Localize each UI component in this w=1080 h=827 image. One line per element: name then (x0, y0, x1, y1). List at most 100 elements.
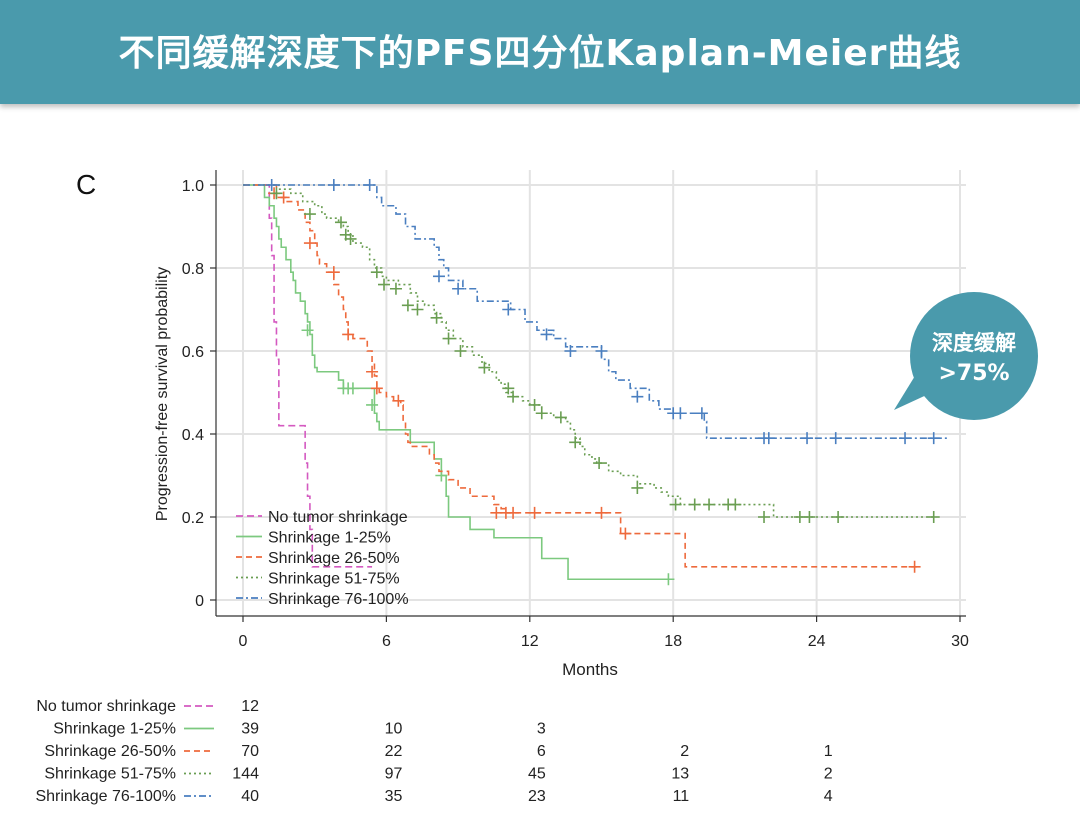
x-tick-label: 24 (808, 633, 826, 650)
x-tick-label: 12 (521, 633, 539, 650)
x-tick-label: 0 (239, 633, 248, 650)
risk-count: 2 (824, 766, 833, 783)
censor-mark (370, 266, 383, 279)
censor-mark (569, 436, 582, 449)
risk-count: 70 (241, 743, 259, 760)
censor-mark (674, 407, 687, 420)
censor-mark (564, 345, 577, 357)
censor-mark (327, 179, 340, 191)
risk-count: 4 (824, 788, 833, 805)
censor-mark (908, 560, 921, 573)
risk-row-label: Shrinkage 51-75% (44, 766, 176, 783)
panel-label: C (76, 169, 96, 200)
censor-mark (662, 573, 675, 586)
censor-mark (619, 527, 632, 540)
censor-mark (507, 390, 520, 403)
censor-mark (301, 324, 314, 337)
censor-mark (502, 382, 515, 395)
censor-mark (554, 411, 567, 424)
censor-mark (502, 303, 515, 316)
risk-row-label: No tumor shrinkage (36, 698, 176, 715)
series-line-2 (243, 184, 671, 581)
y-tick-label: 1.0 (182, 178, 204, 195)
censor-mark (378, 278, 391, 291)
series-line-4 (243, 184, 937, 518)
censor-mark (595, 345, 608, 357)
plot-background (216, 170, 966, 620)
plot-area: 0 6 12 18 24 30 0 0.2 0.4 0.6 0.8 1.0 Months Progress… (76, 169, 969, 679)
risk-count: 3 (537, 721, 546, 738)
censor-mark (478, 361, 491, 374)
y-tick-label: 0.8 (182, 261, 204, 278)
y-tick-label: 0.4 (182, 427, 204, 444)
censor-mark (927, 511, 940, 523)
page-title: 不同缓解深度下的PFS四分位Kaplan-Meier曲线 (118, 33, 962, 74)
x-tick-label: 18 (664, 633, 682, 650)
censor-mark (595, 506, 608, 519)
censor-mark (432, 270, 445, 283)
censor-mark (342, 328, 355, 341)
censor-mark (703, 498, 716, 511)
censor-mark (803, 511, 816, 523)
censor-mark (346, 382, 359, 395)
risk-count: 23 (528, 788, 546, 805)
censor-mark (801, 432, 814, 445)
risk-count: 10 (385, 721, 403, 738)
risk-row-label: Shrinkage 26-50% (44, 743, 176, 760)
censor-mark (528, 506, 541, 519)
risk-count: 45 (528, 766, 546, 783)
censor-mark (389, 282, 402, 295)
censor-mark (540, 328, 553, 341)
censor-mark (631, 390, 644, 403)
censor-mark (270, 187, 283, 200)
censor-mark (452, 282, 465, 295)
risk-count: 13 (671, 766, 689, 783)
censor-mark (265, 179, 278, 191)
legend-label: Shrinkage 76-100% (268, 591, 409, 608)
risk-count: 1 (824, 743, 833, 760)
risk-count: 12 (241, 698, 259, 715)
x-tick-label: 6 (382, 633, 391, 650)
risk-count: 6 (537, 743, 546, 760)
censor-mark (277, 191, 290, 204)
censor-mark (366, 398, 379, 411)
censor-mark (430, 311, 443, 324)
km-chart: 0 6 12 18 24 3000.20.40.60.81.0MonthsProgress… (35, 169, 1038, 805)
callout-circle (910, 292, 1038, 420)
censor-mark (631, 481, 644, 494)
series-line-5 (243, 184, 949, 439)
censor-mark (366, 365, 379, 378)
legend-label: Shrinkage 1-25% (268, 530, 391, 547)
callout-text-line2: >75% (938, 361, 1009, 386)
risk-count: 2 (680, 743, 689, 760)
censor-mark (344, 232, 357, 245)
censor-mark (392, 394, 405, 407)
y-tick-label: 0 (195, 593, 204, 610)
censor-mark (832, 511, 845, 523)
title-banner: 不同缓解深度下的PFS四分位Kaplan-Meier曲线 (0, 0, 1080, 104)
censor-mark (729, 498, 742, 511)
censor-mark (762, 432, 775, 445)
censor-mark (669, 498, 682, 511)
risk-count: 39 (241, 721, 259, 738)
legend-label: Shrinkage 26-50% (268, 550, 400, 567)
y-tick-label: 0.2 (182, 510, 204, 527)
y-axis-title: Progression-free survival probability (154, 267, 171, 521)
censor-mark (535, 407, 548, 420)
x-axis-title: Months (562, 660, 618, 679)
censor-mark (899, 432, 912, 445)
censor-mark (688, 498, 701, 511)
censor-mark (370, 382, 383, 395)
censor-mark (454, 345, 467, 357)
censor-mark (401, 299, 414, 312)
risk-count: 40 (241, 788, 259, 805)
risk-row-label: Shrinkage 1-25% (53, 721, 176, 738)
risk-count: 22 (385, 743, 403, 760)
censor-mark (927, 432, 940, 445)
x-tick-label: 30 (951, 633, 969, 650)
censor-mark (303, 237, 316, 250)
risk-count: 97 (385, 766, 403, 783)
censor-mark (528, 398, 541, 411)
callout-text-line1: 深度缓解 (932, 331, 1016, 355)
censor-mark (593, 457, 606, 470)
